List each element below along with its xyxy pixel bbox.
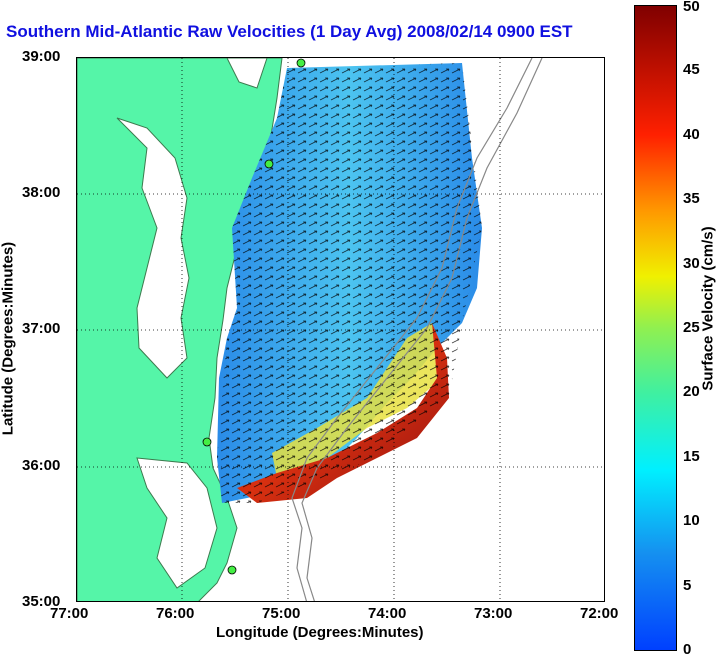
y-tick-label: 37:00	[22, 320, 61, 337]
colorbar-tick: 25	[683, 319, 700, 336]
x-tick-label: 74:00	[368, 605, 407, 622]
x-tick-label: 72:00	[580, 605, 619, 622]
colorbar-tick: 45	[683, 61, 700, 78]
map-plot-area	[76, 57, 605, 602]
chesapeake-bay	[116, 117, 190, 379]
map-canvas	[77, 58, 604, 601]
delaware-bay	[226, 58, 268, 89]
colorbar-tick: 0	[683, 641, 692, 658]
colorbar-gradient	[635, 6, 676, 650]
station-marker	[227, 565, 237, 575]
y-tick-label: 38:00	[22, 184, 61, 201]
bathymetry-contour	[291, 58, 533, 601]
colorbar-label: Surface Velocity (cm/s)	[699, 226, 717, 391]
y-tick-label: 36:00	[22, 457, 61, 474]
x-tick-label: 75:00	[262, 605, 301, 622]
map-grid	[77, 58, 604, 601]
x-tick-label: 76:00	[156, 605, 195, 622]
chart-title: Southern Mid-Atlantic Raw Velocities (1 …	[6, 22, 573, 41]
y-tick-label: 39:00	[22, 48, 61, 65]
pamlico-sound	[136, 457, 218, 589]
x-tick-label: 73:00	[474, 605, 513, 622]
colorbar	[634, 5, 677, 651]
colorbar-tick: 20	[683, 383, 700, 400]
colorbar-tick: 35	[683, 190, 700, 207]
colorbar-tick: 50	[683, 0, 700, 15]
velocity-arrows	[217, 63, 482, 503]
y-axis-label: Latitude (Degrees:Minutes)	[0, 241, 17, 436]
colorbar-tick: 15	[683, 448, 700, 465]
station-marker	[296, 58, 306, 68]
colorbar-tick: 5	[683, 577, 692, 594]
x-tick-label: 77:00	[50, 605, 89, 622]
y-tick-label: 35:00	[22, 593, 61, 610]
colorbar-tick: 40	[683, 126, 700, 143]
x-axis-label: Longitude (Degrees:Minutes)	[216, 624, 424, 641]
colorbar-tick: 10	[683, 512, 700, 529]
bathymetry-contour	[301, 58, 543, 601]
station-marker	[202, 437, 212, 447]
station-marker	[264, 159, 274, 169]
colorbar-tick: 30	[683, 255, 700, 272]
